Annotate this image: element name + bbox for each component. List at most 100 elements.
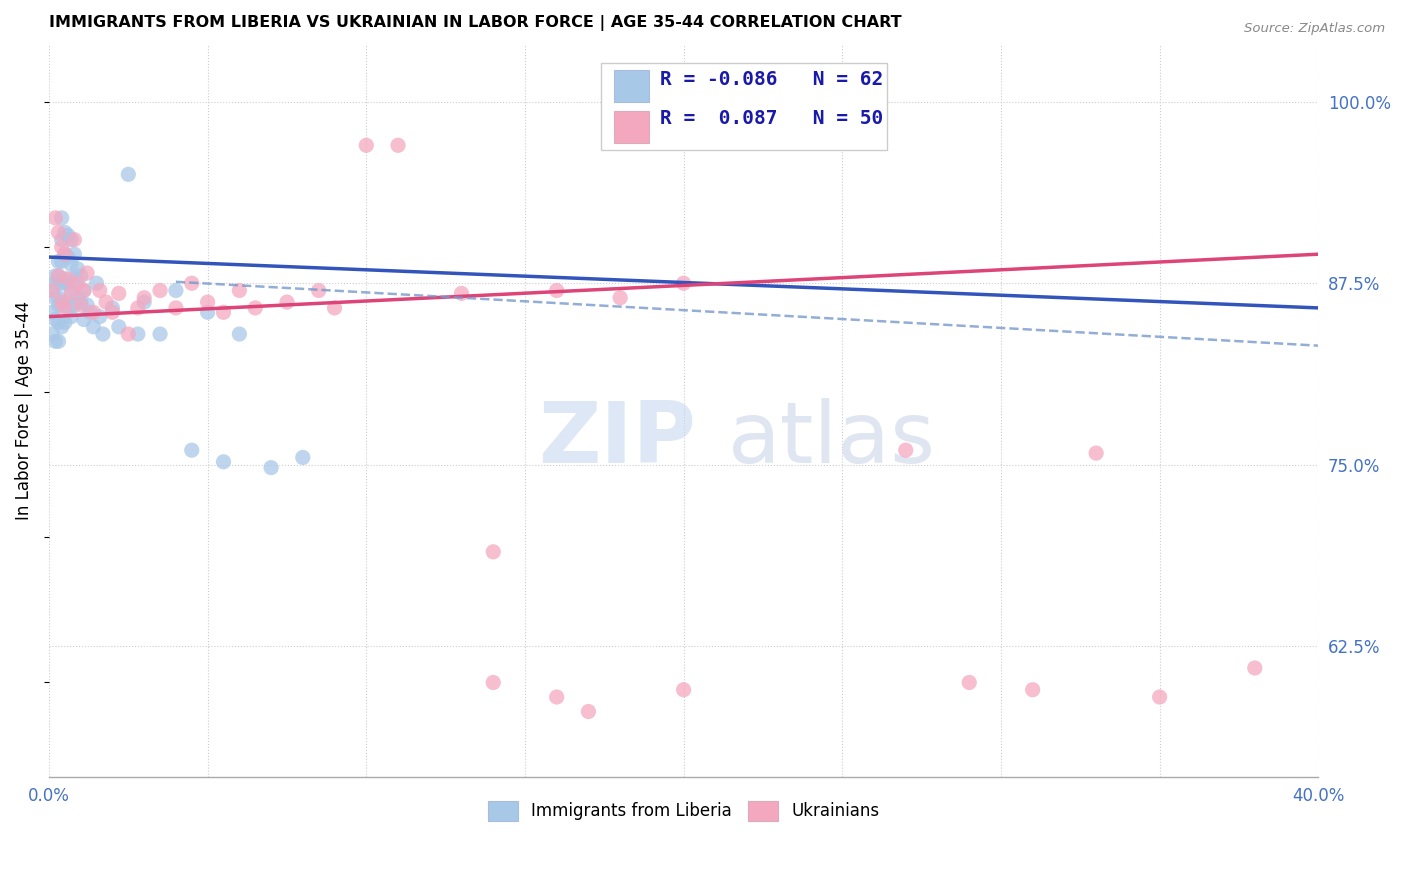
Point	[1243, 661, 1265, 675]
Point	[41, 305, 63, 319]
Point	[73, 284, 96, 298]
Point	[73, 312, 96, 326]
Point	[60, 284, 83, 298]
Point	[44, 277, 66, 291]
Point	[48, 315, 70, 329]
Point	[56, 228, 79, 243]
Point	[94, 295, 117, 310]
Point	[66, 261, 89, 276]
Text: R = -0.086   N = 62: R = -0.086 N = 62	[659, 70, 883, 88]
Point	[578, 705, 600, 719]
Point	[165, 301, 187, 315]
Point	[66, 277, 89, 291]
Point	[134, 291, 156, 305]
Text: R =  0.087   N = 50: R = 0.087 N = 50	[659, 110, 883, 128]
Point	[101, 301, 124, 315]
Point	[957, 675, 980, 690]
Point	[56, 250, 79, 264]
Point	[127, 301, 149, 315]
Point	[53, 295, 76, 310]
Point	[180, 277, 202, 291]
Point	[101, 305, 124, 319]
Point	[51, 211, 73, 225]
Point	[482, 675, 505, 690]
Point	[82, 319, 104, 334]
Point	[44, 334, 66, 349]
Point	[69, 268, 91, 283]
Point	[356, 138, 378, 153]
Point	[76, 298, 98, 312]
Point	[48, 277, 70, 291]
Point	[51, 240, 73, 254]
Point	[245, 301, 267, 315]
Point	[44, 211, 66, 225]
Point	[117, 167, 139, 181]
Point	[60, 257, 83, 271]
Point	[56, 301, 79, 315]
Bar	[614, 70, 650, 103]
Point	[53, 247, 76, 261]
Point	[51, 254, 73, 268]
Point	[48, 291, 70, 305]
Point	[51, 298, 73, 312]
Point	[48, 298, 70, 312]
Point	[228, 326, 250, 341]
Text: Source: ZipAtlas.com: Source: ZipAtlas.com	[1244, 22, 1385, 36]
Point	[260, 460, 283, 475]
Point	[48, 268, 70, 283]
Point	[48, 254, 70, 268]
Text: atlas: atlas	[728, 398, 936, 481]
Point	[127, 326, 149, 341]
Point	[308, 284, 330, 298]
Point	[1149, 690, 1171, 704]
Point	[51, 277, 73, 291]
Point	[41, 326, 63, 341]
Point	[291, 450, 314, 465]
Point	[53, 301, 76, 315]
Point	[76, 266, 98, 280]
Point	[1085, 446, 1108, 460]
Point	[117, 326, 139, 341]
Point	[212, 305, 235, 319]
Text: IMMIGRANTS FROM LIBERIA VS UKRAINIAN IN LABOR FORCE | AGE 35-44 CORRELATION CHAR: IMMIGRANTS FROM LIBERIA VS UKRAINIAN IN …	[49, 15, 901, 31]
Bar	[614, 111, 650, 143]
Point	[63, 298, 86, 312]
Point	[1021, 682, 1043, 697]
Point	[53, 247, 76, 261]
Point	[44, 312, 66, 326]
Point	[48, 226, 70, 240]
Point	[56, 277, 79, 291]
Point	[276, 295, 298, 310]
Point	[41, 284, 63, 298]
Legend: Immigrants from Liberia, Ukrainians: Immigrants from Liberia, Ukrainians	[481, 795, 886, 827]
Point	[48, 268, 70, 283]
Point	[91, 326, 114, 341]
Point	[228, 284, 250, 298]
Point	[79, 305, 101, 319]
Point	[51, 319, 73, 334]
Point	[609, 291, 631, 305]
Point	[82, 305, 104, 319]
Point	[546, 284, 568, 298]
Y-axis label: In Labor Force | Age 35-44: In Labor Force | Age 35-44	[15, 301, 32, 520]
Point	[73, 284, 96, 298]
Point	[672, 277, 695, 291]
Point	[63, 272, 86, 286]
Point	[134, 295, 156, 310]
Point	[197, 295, 219, 310]
Point	[53, 226, 76, 240]
Point	[197, 305, 219, 319]
Text: ZIP: ZIP	[537, 398, 696, 481]
Point	[53, 315, 76, 329]
Point	[450, 286, 472, 301]
Point	[89, 284, 111, 298]
Point	[63, 247, 86, 261]
Point	[44, 291, 66, 305]
Point	[165, 284, 187, 298]
Point	[107, 319, 129, 334]
Point	[60, 286, 83, 301]
Point	[107, 286, 129, 301]
Point	[51, 233, 73, 247]
Point	[69, 295, 91, 310]
Point	[60, 310, 83, 324]
